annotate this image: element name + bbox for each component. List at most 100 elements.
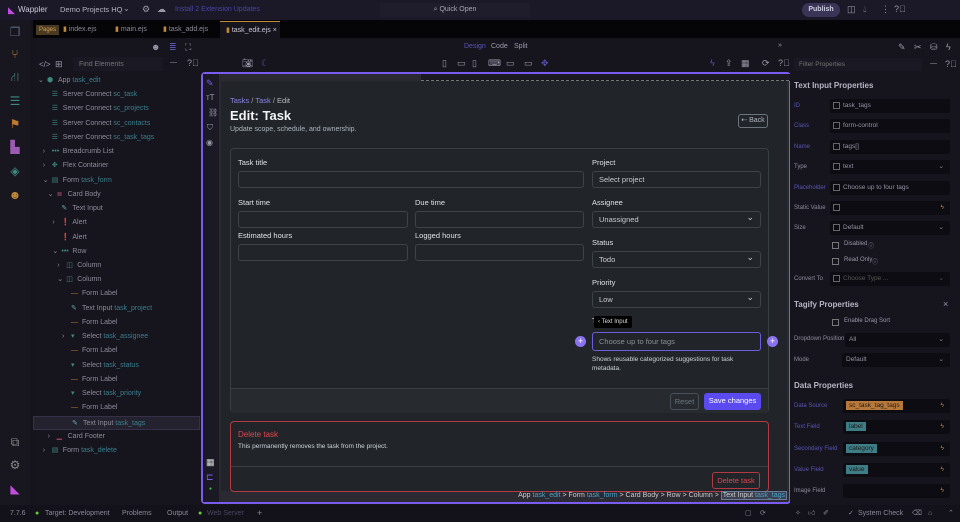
dropdown-position-select[interactable]: All ⌄ <box>845 333 950 347</box>
system-check-button[interactable]: System Check <box>858 510 904 517</box>
due-time-input[interactable] <box>415 211 584 228</box>
tree-item[interactable]: ⌄ ◫ Column <box>33 273 200 287</box>
thumbs-up-icon[interactable]: 👍︎ <box>808 510 816 517</box>
chevron-down-icon[interactable]: ⌄ <box>42 176 49 184</box>
git-branch-icon[interactable]: ⑂ <box>11 47 19 61</box>
collapse-icon[interactable]: — <box>170 59 177 66</box>
data-property-field[interactable]: ϟ <box>843 484 950 499</box>
components-icon[interactable]: ⊞ <box>55 59 63 69</box>
tree-item[interactable]: — Form Label <box>33 373 200 387</box>
data-property-field[interactable]: label ϟ <box>843 420 950 435</box>
estimated-hours-input[interactable] <box>238 244 408 261</box>
camera-icon[interactable]: 📷︎ <box>242 58 254 68</box>
tab-index[interactable]: ▮ index.ejs <box>63 26 97 33</box>
enable-drag-sort-checkbox[interactable] <box>832 319 839 326</box>
mode-select[interactable]: Default ⌄ <box>842 353 950 367</box>
tree-item[interactable]: ☰ Server Connect sc_task_tags <box>33 131 200 145</box>
bind-icon[interactable] <box>833 275 840 282</box>
tree-item[interactable]: ▾ Select task_status <box>33 359 200 373</box>
collapse-icon[interactable]: — <box>930 60 937 67</box>
chevron-down-icon[interactable]: ⌄ <box>38 77 44 84</box>
settings-icon[interactable]: ⚙ <box>9 458 21 472</box>
tree-item[interactable]: ❗ Alert <box>33 231 200 245</box>
logged-hours-input[interactable] <box>415 244 584 261</box>
tab-task-add[interactable]: ▮ task_add.ejs <box>163 26 209 33</box>
text-size-icon[interactable]: ᴛT <box>206 93 215 102</box>
bolt-icon[interactable]: ϟ <box>940 204 944 211</box>
property-field[interactable]: ϟ <box>830 201 950 215</box>
quick-open-button[interactable]: ⌕ Quick Open <box>380 3 530 17</box>
help-icon[interactable]: ?⃝ <box>778 58 790 68</box>
refresh-icon[interactable]: ⟳ <box>762 58 770 68</box>
tree-item[interactable]: ⌄ ▤ Form task_form <box>33 174 200 188</box>
assignee-select[interactable]: Unassigned <box>592 210 761 228</box>
web-server-tab[interactable]: Web Server <box>207 510 244 517</box>
square-icon[interactable]: ▢ <box>745 510 752 517</box>
bind-icon[interactable] <box>833 183 840 191</box>
insert-before-icon[interactable]: + <box>575 336 586 347</box>
tree-item[interactable]: ✎ Text Input task_project <box>33 302 200 316</box>
tablet-landscape-icon[interactable]: ▯ <box>472 58 477 68</box>
shirt-icon[interactable]: ⛉ <box>207 123 213 132</box>
gear-icon[interactable]: ⚙ <box>142 4 151 14</box>
bind-icon[interactable] <box>833 142 840 150</box>
delete-task-button[interactable]: Delete task <box>712 472 760 489</box>
property-field[interactable]: form-control <box>830 119 950 134</box>
tree-item[interactable]: ⌄ ••• Row <box>33 245 200 259</box>
property-field[interactable]: tags[] <box>830 139 950 154</box>
chevron-down-icon[interactable]: ⌄ <box>938 163 944 171</box>
split-view-icon[interactable]: ◫ <box>847 4 856 14</box>
tree-item[interactable]: ☰ Server Connect sc_projects <box>33 102 200 116</box>
breadcrumb-tasks[interactable]: Tasks <box>230 96 250 105</box>
chevron-right-icon[interactable]: › <box>62 333 65 341</box>
read-only-checkbox[interactable] <box>832 258 839 265</box>
move-icon[interactable]: ✥ <box>541 58 549 68</box>
target-selector[interactable]: Target: Development <box>45 510 110 517</box>
tree-item[interactable]: › ◫ Column <box>33 259 200 273</box>
design-icon[interactable]: ▙ <box>10 140 20 154</box>
grid-icon[interactable]: ▦ <box>206 457 215 467</box>
robot-icon[interactable]: ☻ <box>151 42 161 52</box>
path-segment[interactable]: Card Body <box>625 492 661 499</box>
brush-icon[interactable]: ✐ <box>823 510 829 517</box>
layers-icon[interactable]: ◈ <box>10 164 20 178</box>
tree-item[interactable]: ▾ Select task_priority <box>33 387 200 401</box>
tablet-icon[interactable]: ▭ <box>457 58 466 68</box>
task-title-input[interactable] <box>238 171 584 188</box>
tree-item[interactable]: › ▤ Form task_delete <box>33 444 200 458</box>
bind-icon[interactable] <box>833 224 840 232</box>
bolt-icon[interactable]: ϟ <box>940 402 944 409</box>
back-button[interactable]: ⇠ Back <box>738 114 768 128</box>
path-segment[interactable]: Row <box>666 492 683 499</box>
priority-select[interactable]: Low <box>592 290 761 308</box>
css-icon[interactable]: ⛁ <box>930 42 938 52</box>
chevron-up-icon[interactable]: ⌃ <box>948 510 954 517</box>
property-field[interactable]: task_tags <box>830 99 950 113</box>
find-elements-input[interactable] <box>73 57 163 71</box>
bolt-icon[interactable]: ϟ <box>940 444 944 452</box>
chevron-down-icon[interactable]: ⌄ <box>47 190 54 198</box>
cloud-upload-icon[interactable]: ☁ <box>157 4 166 14</box>
project-selector[interactable]: Demo Projects HQ <box>60 5 123 14</box>
tab-task-edit[interactable]: ▮ task_edit.ejs × <box>220 21 280 38</box>
dark-mode-icon[interactable]: ☾ <box>261 58 270 68</box>
path-segment[interactable]: Column <box>688 492 715 499</box>
close-icon[interactable]: × <box>943 299 949 309</box>
list-icon[interactable]: ≣ <box>169 42 177 52</box>
tree-item[interactable]: ☰ Server Connect sc_task <box>33 88 200 102</box>
start-time-input[interactable] <box>238 211 408 228</box>
property-field[interactable]: Default ⌄ <box>830 221 950 236</box>
monitor-icon[interactable]: ▭ <box>524 58 533 68</box>
chevron-down-icon[interactable]: ⌄ <box>938 224 944 232</box>
insert-after-icon[interactable]: + <box>767 336 778 347</box>
convert-to-select[interactable]: Choose Type ... ⌄ <box>830 272 950 286</box>
chevron-down-icon[interactable]: ⌄ <box>57 276 64 284</box>
bolt-icon[interactable]: ϟ <box>940 423 944 431</box>
chevron-right-icon[interactable]: › <box>47 432 50 440</box>
database-icon[interactable]: ☰ <box>9 94 21 108</box>
project-input[interactable]: Select project <box>592 171 761 188</box>
breadcrumb-task[interactable]: Task <box>255 96 271 105</box>
bind-icon[interactable] <box>833 122 840 130</box>
bind-icon[interactable] <box>833 204 840 211</box>
chevron-right-icon[interactable]: › <box>52 219 55 227</box>
